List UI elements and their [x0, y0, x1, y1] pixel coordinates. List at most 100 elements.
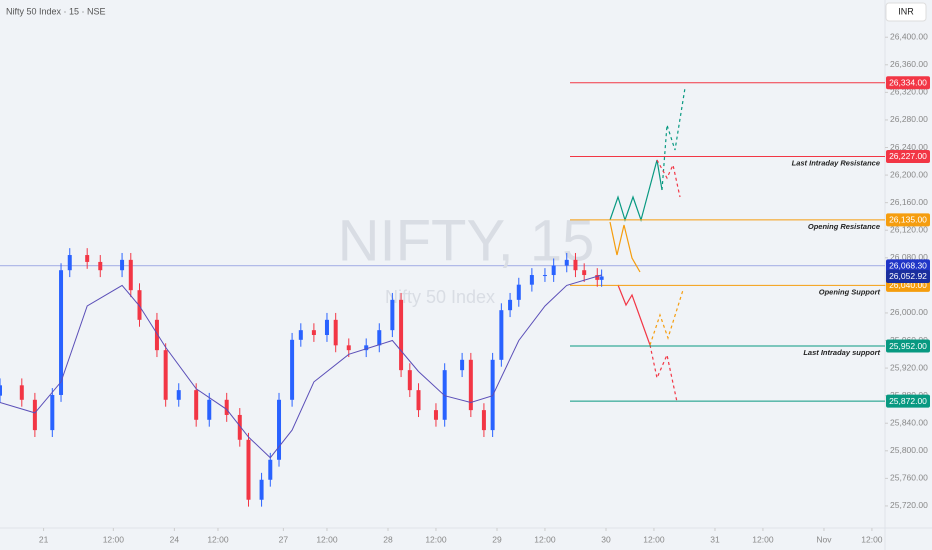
projection-down	[617, 284, 651, 346]
y-tick-label: 26,080.00	[890, 252, 928, 262]
level-annotation: Opening Support	[819, 287, 881, 296]
y-tick-label: 26,160.00	[890, 197, 928, 207]
x-tick-label: 12:00	[207, 534, 229, 544]
currency-button[interactable]	[885, 2, 927, 22]
y-tick-label: 26,360.00	[890, 59, 928, 69]
y-tick-label: 26,120.00	[890, 224, 928, 234]
candle-body	[499, 310, 504, 360]
price-label: 26,135.00	[889, 215, 927, 225]
x-tick-label: 12:00	[316, 534, 338, 544]
candle-body	[176, 390, 181, 400]
candle-body	[573, 259, 578, 271]
y-tick-label: 25,920.00	[890, 362, 928, 372]
candle-body	[346, 345, 351, 351]
price-label: 26,334.00	[889, 77, 927, 87]
x-tick-label: 30	[601, 534, 611, 544]
x-tick-label: 24	[170, 534, 180, 544]
price-label-bg	[886, 339, 930, 353]
price-label: 26,068.30	[889, 261, 927, 271]
x-tick-label: 12:00	[752, 534, 774, 544]
level-annotation: Last Intraday Resistance	[792, 158, 880, 167]
candle-body	[98, 261, 103, 271]
y-tick-label: 26,320.00	[890, 87, 928, 97]
candle-body	[460, 359, 465, 371]
chart-title: Nifty 50 Index · 15 · NSE	[6, 6, 106, 16]
x-tick-label: 12:00	[861, 534, 883, 544]
price-label-bg	[886, 149, 930, 163]
y-tick-label: 26,000.00	[890, 307, 928, 317]
price-label-bg	[886, 259, 930, 273]
candle-body	[442, 370, 447, 420]
candle-body	[595, 275, 600, 280]
candle-body	[399, 299, 404, 371]
x-tick-label: 21	[39, 534, 49, 544]
y-tick-label: 26,280.00	[890, 114, 928, 124]
candle-body	[246, 439, 251, 500]
candle-body	[311, 330, 316, 335]
candle-body	[333, 319, 338, 346]
candle-body	[481, 410, 486, 431]
candle-body	[364, 345, 369, 351]
candle-body	[582, 270, 587, 276]
candle-body	[67, 255, 72, 271]
candle-body	[508, 299, 513, 311]
candle-body	[416, 390, 421, 411]
x-tick-label: 28	[383, 534, 393, 544]
projection-up-dashed	[661, 87, 686, 191]
watermark: NIFTY, 15	[338, 208, 595, 273]
candle-body	[154, 319, 159, 351]
projection-bounce	[649, 289, 684, 346]
price-label-bg	[886, 76, 930, 90]
candle-body	[237, 414, 242, 440]
price-label: 25,872.00	[889, 396, 927, 406]
projection-up	[609, 159, 663, 223]
price-label: 26,040.00	[889, 280, 927, 290]
candle-body	[268, 459, 273, 480]
price-label: 26,227.00	[889, 151, 927, 161]
candle-body	[407, 370, 412, 391]
x-tick-label: 12:00	[103, 534, 125, 544]
candle-body	[377, 330, 382, 346]
candle-body	[298, 330, 303, 340]
candle-body	[290, 339, 295, 400]
candle-body	[259, 479, 264, 500]
projection-opening	[609, 221, 641, 273]
candle-body	[85, 255, 90, 262]
currency[interactable]: INR	[898, 6, 914, 16]
level-annotation: Last Intraday support	[803, 348, 880, 357]
projection	[609, 87, 686, 403]
candle-body	[137, 290, 142, 320]
moving-average	[0, 274, 602, 459]
candle-body	[207, 399, 212, 420]
candle-body	[120, 259, 125, 271]
price-label-bg	[886, 269, 930, 283]
price-label-bg	[886, 213, 930, 227]
candle-body	[599, 276, 604, 280]
level-annotation: Opening Resistance	[808, 222, 880, 231]
candle-body	[551, 265, 556, 276]
y-tick-label: 25,800.00	[890, 445, 928, 455]
y-tick-label: 25,840.00	[890, 417, 928, 427]
y-tick-label: 26,240.00	[890, 142, 928, 152]
candle-body	[0, 385, 2, 396]
price-label: 25,952.00	[889, 341, 927, 351]
candle-body	[564, 259, 569, 266]
y-tick-label: 25,720.00	[890, 500, 928, 510]
candle-body	[529, 275, 534, 285]
x-tick-label: 27	[279, 534, 289, 544]
x-tick-label: 12:00	[425, 534, 447, 544]
y-tick-label: 26,200.00	[890, 169, 928, 179]
x-tick-label: Nov	[816, 534, 832, 544]
candle-body	[32, 399, 37, 431]
price-label-bg	[886, 394, 930, 408]
y-tick-label: 26,400.00	[890, 31, 928, 41]
candle-body	[433, 410, 438, 420]
candle-body	[50, 394, 55, 431]
candle-body	[224, 399, 229, 415]
candle-body	[468, 359, 473, 411]
candle-body	[59, 270, 64, 395]
candle-body	[390, 299, 395, 331]
x-tick-label: 31	[710, 534, 720, 544]
